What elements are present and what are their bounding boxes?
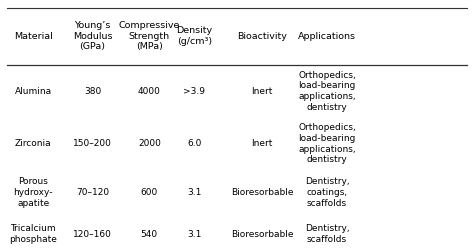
Text: Tricalcium
phosphate: Tricalcium phosphate <box>9 224 57 244</box>
Text: 380: 380 <box>84 87 101 96</box>
Text: 540: 540 <box>141 230 158 239</box>
Text: Density
(g/cm³): Density (g/cm³) <box>176 26 212 46</box>
Text: >3.9: >3.9 <box>183 87 205 96</box>
Text: 600: 600 <box>141 188 158 197</box>
Text: Inert: Inert <box>251 87 273 96</box>
Text: Young’s
Modulus
(GPa): Young’s Modulus (GPa) <box>73 21 112 52</box>
Text: 70–120: 70–120 <box>76 188 109 197</box>
Text: Material: Material <box>14 32 53 41</box>
Text: Applications: Applications <box>298 32 356 41</box>
Text: Bioactivity: Bioactivity <box>237 32 287 41</box>
Text: 120–160: 120–160 <box>73 230 112 239</box>
Text: Compressive
Strength
(MPa): Compressive Strength (MPa) <box>118 21 180 52</box>
Text: Dentistry,
coatings,
scaffolds: Dentistry, coatings, scaffolds <box>305 177 349 208</box>
Text: 4000: 4000 <box>138 87 161 96</box>
Text: Porous
hydroxy-
apatite: Porous hydroxy- apatite <box>13 177 53 208</box>
Text: 150–200: 150–200 <box>73 139 112 148</box>
Text: Orthopedics,
load-bearing
applications,
dentistry: Orthopedics, load-bearing applications, … <box>298 70 356 112</box>
Text: Dentistry,
scaffolds: Dentistry, scaffolds <box>305 224 349 244</box>
Text: Bioresorbable: Bioresorbable <box>231 188 293 197</box>
Text: 2000: 2000 <box>138 139 161 148</box>
Text: Inert: Inert <box>251 139 273 148</box>
Text: 3.1: 3.1 <box>187 188 201 197</box>
Text: Alumina: Alumina <box>15 87 52 96</box>
Text: Zirconia: Zirconia <box>15 139 52 148</box>
Text: Bioresorbable: Bioresorbable <box>231 230 293 239</box>
Text: 3.1: 3.1 <box>187 230 201 239</box>
Text: Orthopedics,
load-bearing
applications,
dentistry: Orthopedics, load-bearing applications, … <box>298 123 356 164</box>
Text: 6.0: 6.0 <box>187 139 201 148</box>
